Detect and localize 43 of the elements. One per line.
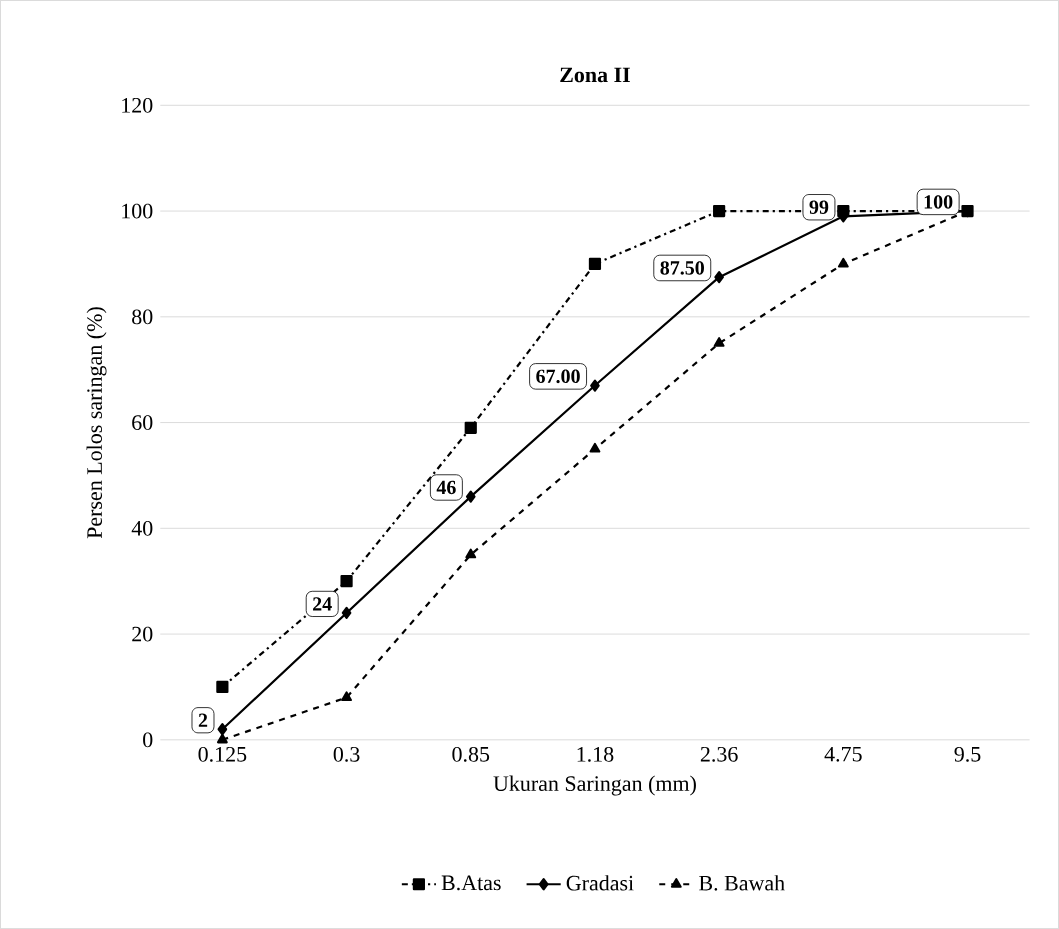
y-axis-title: Persen Lolos saringan (%): [86, 307, 107, 539]
data-label: 24: [313, 597, 332, 611]
point: [588, 257, 602, 270]
chart-title: Zona II: [560, 67, 630, 83]
y-tick-label: 40: [131, 520, 153, 536]
legend-label: B. Bawah: [699, 875, 785, 891]
data-label: 87.50: [660, 261, 704, 275]
x-axis-title: Ukuran Saringan (mm): [493, 775, 696, 796]
legend-label: Gradasi: [566, 875, 634, 891]
y-tick-label: 0: [143, 732, 153, 748]
point: [590, 379, 600, 392]
y-tick-label: 60: [132, 415, 153, 430]
data-label: 46: [436, 480, 456, 495]
point: [217, 723, 228, 736]
point: [713, 337, 725, 347]
y-tick-label: 80: [132, 309, 153, 325]
point: [465, 548, 477, 559]
x-tick-label: 9.5: [954, 746, 981, 762]
x-tick-label: 0.85: [452, 746, 490, 762]
point: [340, 575, 353, 588]
x-tick-label: 1.18: [577, 746, 614, 762]
point: [589, 442, 601, 453]
x-tick-label: 0.3: [333, 746, 360, 762]
y-tick-label: 100: [122, 203, 153, 219]
data-label: 67.00: [536, 369, 580, 384]
point: [837, 257, 849, 268]
point: [216, 733, 228, 744]
data-label: 100: [924, 195, 953, 209]
point: [341, 691, 352, 702]
point: [216, 680, 229, 694]
x-tick-label: 4.75: [824, 746, 862, 762]
y-tick-label: 20: [132, 626, 153, 642]
legend-label: B.Atas: [441, 875, 501, 891]
point: [341, 606, 352, 619]
point: [713, 204, 726, 218]
x-tick-label: 2.36: [700, 746, 738, 762]
data-label: 99: [809, 200, 829, 214]
point: [714, 271, 724, 284]
data-label: 2: [198, 713, 208, 727]
y-tick-label: 120: [122, 97, 153, 113]
x-tick-label: 0.125: [198, 746, 247, 762]
point: [464, 421, 477, 434]
point: [465, 490, 476, 503]
